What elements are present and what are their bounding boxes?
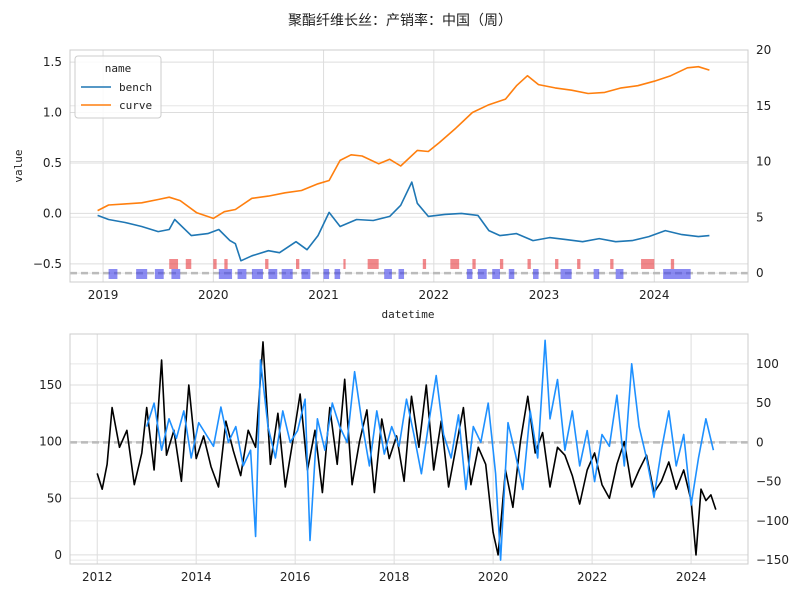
- signal-band-blue: [323, 269, 330, 279]
- signal-band-red: [296, 259, 300, 269]
- top-x-tick-label: 2021: [308, 288, 339, 302]
- bottom-chart-frame: [69, 333, 749, 565]
- top-y-right-tick-label: 15: [756, 99, 771, 113]
- top-x-tick-label: 2022: [419, 288, 450, 302]
- bottom-y-right-tick-label: 100: [756, 357, 779, 371]
- signal-band-blue: [171, 269, 181, 279]
- signal-band-blue: [251, 269, 263, 279]
- bottom-y-left-tick-label: 100: [39, 435, 62, 449]
- top-y-left-tick-label: 1.5: [43, 55, 62, 69]
- signal-band-blue: [281, 269, 293, 279]
- signal-band-blue: [466, 269, 473, 279]
- top-y-right-tick-label: 5: [756, 210, 764, 224]
- signal-band-blue: [615, 269, 624, 279]
- signal-band-red: [472, 259, 476, 269]
- bottom-y-left-tick-label: 150: [39, 378, 62, 392]
- bottom-y-right-tick-label: 50: [756, 396, 771, 410]
- top-chart-signal-bands: [108, 259, 691, 279]
- signal-band-blue: [533, 269, 539, 279]
- bottom-y-right-tick-label: −50: [756, 475, 781, 489]
- top-y-left-tick-label: 0.5: [43, 156, 62, 170]
- legend-title: name: [105, 62, 132, 75]
- signal-band-blue: [154, 269, 164, 279]
- top-y-right-tick-label: 10: [756, 155, 771, 169]
- top-series-line-bench: [97, 181, 710, 262]
- top-chart-xlabel: datetime: [382, 308, 435, 321]
- signal-band-red: [527, 259, 531, 269]
- signal-band-red: [577, 259, 581, 269]
- signal-band-red: [641, 259, 655, 269]
- signal-band-blue: [136, 269, 148, 279]
- signal-band-red: [670, 259, 675, 269]
- bottom-y-right-tick-label: 0: [756, 435, 764, 449]
- bottom-y-left-tick-label: 50: [47, 491, 62, 505]
- bottom-x-tick-label: 2016: [280, 570, 311, 584]
- signal-band-blue: [301, 269, 311, 279]
- signal-band-red: [610, 259, 614, 269]
- signal-band-blue: [398, 269, 405, 279]
- top-x-tick-label: 2023: [529, 288, 560, 302]
- signal-band-red: [185, 259, 192, 269]
- signal-band-red: [367, 259, 379, 269]
- top-chart-frame: [69, 49, 749, 283]
- signal-band-red: [343, 259, 346, 269]
- top-y-left-tick-label: −0.5: [33, 257, 62, 271]
- signal-band-blue: [593, 269, 600, 279]
- legend-label-bench: bench: [119, 81, 152, 94]
- signal-band-red: [224, 259, 228, 269]
- signal-band-blue: [384, 269, 392, 279]
- top-series-line-curve: [97, 65, 710, 220]
- top-y-right-tick-label: 20: [756, 43, 771, 57]
- signal-band-blue: [477, 269, 487, 279]
- signal-band-blue: [492, 269, 500, 279]
- bottom-x-tick-label: 2012: [82, 570, 113, 584]
- bottom-x-tick-label: 2014: [181, 570, 212, 584]
- top-x-tick-label: 2024: [639, 288, 670, 302]
- signal-band-blue: [508, 269, 515, 279]
- legend: name bench curve: [74, 55, 162, 119]
- top-y-left-tick-label: 1.0: [43, 106, 62, 120]
- bottom-y-right-tick-label: −100: [756, 514, 789, 528]
- signal-band-red: [499, 259, 504, 269]
- signal-band-red: [169, 259, 179, 269]
- signal-band-blue: [237, 269, 247, 279]
- bottom-chart-lines: [96, 339, 717, 561]
- bottom-chart-ticks: 2012 2014 2016 2018 2020 2022 2024 0 50 100 150 −15…: [39, 357, 789, 584]
- signal-band-red: [450, 259, 460, 269]
- top-y-left-tick-label: 0.0: [43, 206, 62, 220]
- signal-band-red: [213, 259, 217, 269]
- bottom-x-tick-label: 2024: [676, 570, 707, 584]
- signal-band-blue: [334, 269, 341, 279]
- bottom-series-line-left: [96, 341, 717, 556]
- signal-band-blue: [663, 269, 691, 279]
- bottom-series-line-right: [145, 339, 715, 561]
- bottom-y-right-tick-label: −150: [756, 553, 789, 567]
- signal-band-blue: [560, 269, 572, 279]
- top-chart-ylabel: value: [12, 149, 25, 182]
- bottom-x-tick-label: 2018: [379, 570, 410, 584]
- top-chart-grid: [70, 49, 748, 282]
- figure-title: 聚酯纤维长丝：产销率：中国（周）: [288, 12, 512, 29]
- signal-band-blue: [268, 269, 278, 279]
- bottom-chart-grid: [70, 334, 748, 564]
- top-chart-lines: [97, 65, 710, 262]
- signal-band-blue: [218, 269, 233, 279]
- bottom-y-left-tick-label: 0: [54, 548, 62, 562]
- top-chart-ticks: 2019 2020 2021 2022 2023 2024 −0.5 0.0 0.5 1.0 1.5…: [33, 43, 771, 302]
- legend-label-curve: curve: [119, 99, 152, 112]
- top-y-right-tick-label: 0: [756, 266, 764, 280]
- top-x-tick-label: 2020: [198, 288, 229, 302]
- signal-band-red: [555, 259, 559, 269]
- signal-band-blue: [108, 269, 118, 279]
- bottom-x-tick-label: 2022: [577, 570, 608, 584]
- signal-band-red: [422, 259, 427, 269]
- bottom-x-tick-label: 2020: [478, 570, 509, 584]
- legend-box: [74, 55, 162, 119]
- signal-band-red: [265, 259, 269, 269]
- top-x-tick-label: 2019: [88, 288, 119, 302]
